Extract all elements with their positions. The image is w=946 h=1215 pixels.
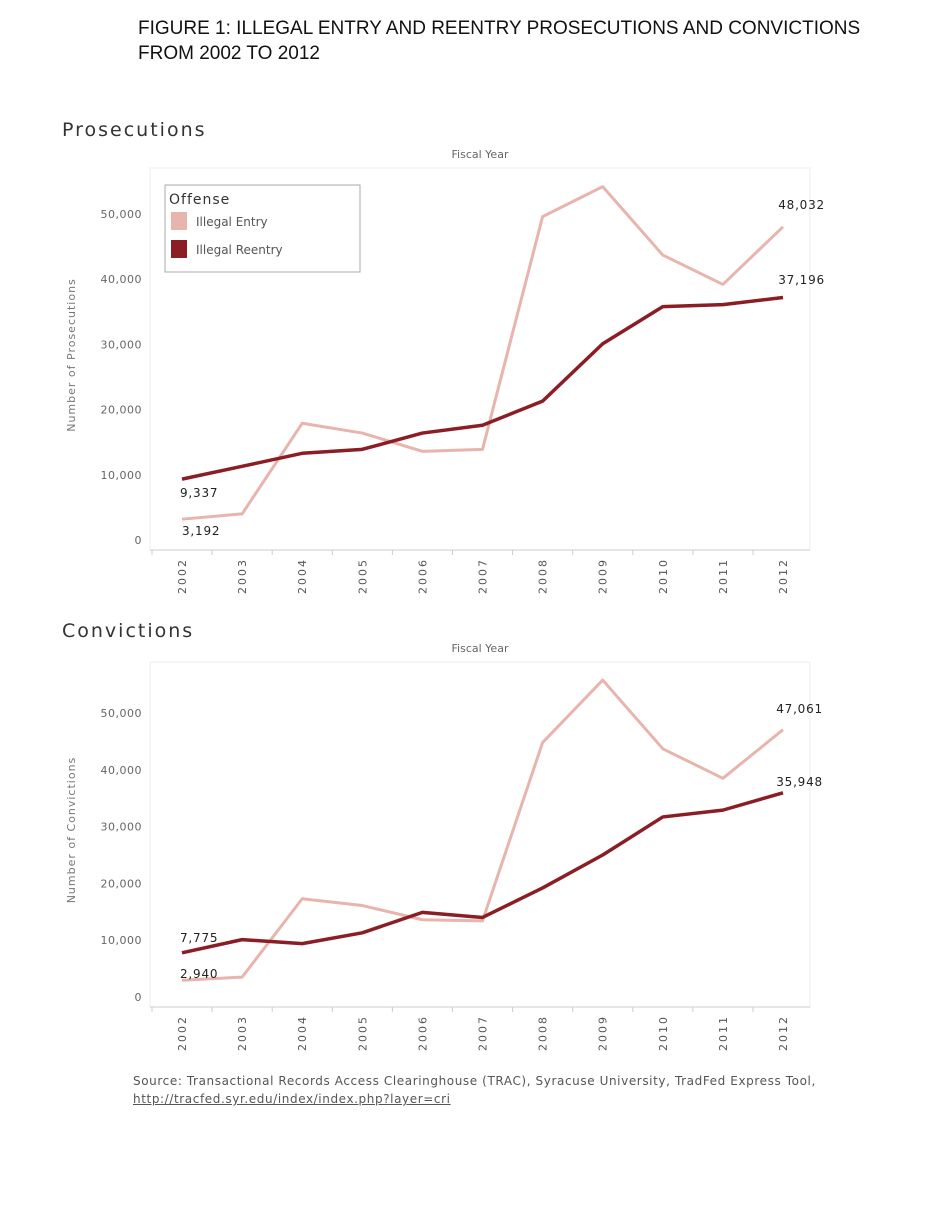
y-tick-label: 40,000 — [101, 273, 143, 286]
series-line-illegal-reentry — [181, 791, 784, 955]
x-tick-label: 2010 — [657, 558, 670, 594]
x-tick-label: 2008 — [537, 1015, 550, 1051]
data-label: 37,196 — [778, 273, 825, 287]
y-tick-label: 0 — [135, 534, 143, 547]
x-tick-label: 2007 — [477, 558, 490, 594]
data-label: 3,192 — [182, 524, 220, 538]
y-tick-label: 30,000 — [101, 821, 143, 834]
x-tick-label: 2004 — [296, 558, 309, 594]
data-label: 7,775 — [180, 931, 218, 945]
data-label: 2,940 — [180, 967, 218, 981]
figure-title: FIGURE 1: ILLEGAL ENTRY AND REENTRY PROS… — [138, 18, 861, 64]
x-tick-label: 2012 — [777, 558, 790, 594]
x-tick-label: 2010 — [657, 1015, 670, 1051]
data-label: 35,948 — [776, 775, 823, 789]
x-tick-label: 2006 — [416, 1015, 429, 1051]
data-label: 47,061 — [776, 702, 823, 716]
legend-box — [164, 184, 361, 273]
legend-swatch — [171, 240, 187, 258]
legend-label: Illegal Reentry — [196, 243, 283, 257]
y-tick-label: 20,000 — [101, 404, 143, 417]
x-tick-label: 2011 — [717, 1015, 730, 1051]
y-tick-label: 40,000 — [101, 764, 143, 777]
y-tick-label: 0 — [135, 991, 143, 1004]
x-tick-label: 2005 — [356, 558, 369, 594]
legend-title: Offense — [169, 192, 230, 208]
y-tick-label: 50,000 — [101, 707, 143, 720]
x-tick-label: 2003 — [236, 558, 249, 594]
x-tick-label: 2012 — [777, 1015, 790, 1051]
prosecutions-title: Prosecutions — [62, 119, 207, 141]
source-text: Source: Transactional Records Access Cle… — [133, 1074, 816, 1088]
y-tick-label: 30,000 — [101, 338, 143, 351]
x-tick-label: 2007 — [477, 1015, 490, 1051]
x-tick-label: 2005 — [356, 1015, 369, 1051]
data-label: 9,337 — [180, 486, 218, 500]
y-axis-title: Number of Convictions — [65, 757, 78, 904]
y-tick-label: 50,000 — [101, 208, 143, 221]
x-tick-label: 2009 — [597, 1015, 610, 1051]
source-note: Source: Transactional Records Access Cle… — [133, 1072, 873, 1108]
plot-area — [149, 661, 811, 1008]
y-tick-label: 10,000 — [101, 469, 143, 482]
prosecutions-chart: Fiscal Year Number of Prosecutions 0 10,000… — [65, 148, 825, 594]
series-line-illegal-entry — [181, 678, 784, 982]
y-tick-label: 20,000 — [101, 877, 143, 890]
y-axis-title: Number of Prosecutions — [65, 278, 78, 432]
x-tick-label: 2006 — [416, 558, 429, 594]
x-tick-label: 2003 — [236, 1015, 249, 1051]
series-line-illegal-reentry — [181, 295, 784, 481]
x-tick-label: 2011 — [717, 558, 730, 594]
convictions-title: Convictions — [62, 620, 195, 642]
source-link[interactable]: http://tracfed.syr.edu/index/index.php?l… — [133, 1092, 451, 1106]
x-tick-label: 2002 — [176, 558, 189, 594]
legend-swatch — [171, 212, 187, 230]
legend-label: Illegal Entry — [196, 215, 268, 229]
x-axis-title: Fiscal Year — [452, 148, 509, 161]
x-tick-label: 2002 — [176, 1015, 189, 1051]
series-line-illegal-entry — [181, 185, 785, 521]
convictions-chart: Fiscal Year Number of Convictions 0 10,000 2… — [65, 642, 823, 1051]
x-axis-title: Fiscal Year — [452, 642, 509, 655]
y-tick-label: 10,000 — [101, 934, 143, 947]
x-tick-label: 2008 — [537, 558, 550, 594]
x-tick-label: 2009 — [597, 558, 610, 594]
data-label: 48,032 — [778, 198, 825, 212]
x-tick-label: 2004 — [296, 1015, 309, 1051]
